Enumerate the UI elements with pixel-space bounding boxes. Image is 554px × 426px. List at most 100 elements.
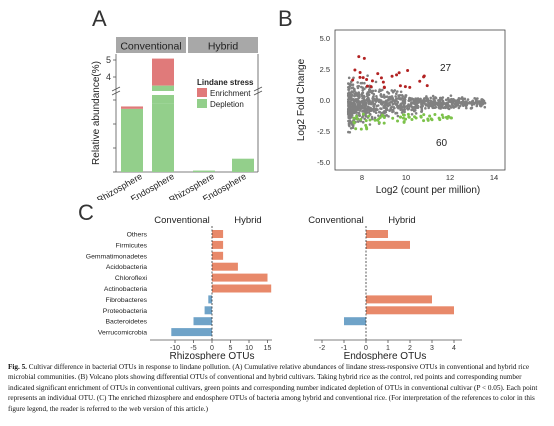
volcano-point <box>478 100 481 103</box>
volcano-point <box>454 105 457 108</box>
volcano-point <box>450 102 454 105</box>
volcano-point-down <box>406 112 410 116</box>
volcano-point <box>470 106 474 109</box>
panel-c-chart: Conventional Hybrid Conventional Hybrid … <box>86 215 462 360</box>
volcano-point <box>446 96 450 100</box>
volcano-point-down <box>354 127 358 131</box>
volcano-point <box>363 95 366 99</box>
volcano-point <box>362 104 366 107</box>
xtick: 12 <box>446 173 454 182</box>
volcano-point <box>388 109 391 112</box>
volcano-point <box>351 91 354 94</box>
header-hybrid-bg <box>188 37 258 53</box>
volcano-point <box>405 104 409 108</box>
volcano-point <box>481 102 485 105</box>
x-tick-label: 0 <box>364 345 368 352</box>
volcano-point <box>374 111 378 115</box>
otu-bar <box>212 230 224 238</box>
volcano-point <box>357 84 361 88</box>
x-tick-label: -1 <box>341 345 347 352</box>
volcano-point-down <box>413 115 417 119</box>
volcano-point <box>393 89 397 92</box>
otu-bar <box>366 306 454 315</box>
volcano-point <box>427 99 430 102</box>
volcano-point <box>445 102 448 105</box>
otu-bar <box>212 284 272 293</box>
volcano-point <box>377 90 381 93</box>
panel-b-letter: B <box>278 6 293 31</box>
volcano-point <box>464 100 468 104</box>
volcano-point-down <box>359 117 363 121</box>
volcano-point <box>433 101 436 105</box>
volcano-point <box>351 124 355 128</box>
volcano-point <box>350 101 354 105</box>
volcano-point-up <box>369 85 373 89</box>
y-ticks-lower <box>113 99 116 173</box>
volcano-point-down <box>433 112 437 116</box>
volcano-point <box>415 103 418 107</box>
volcano-point-down <box>359 127 363 131</box>
volcano-point <box>416 106 420 110</box>
taxon-label: Proteobacteria <box>103 308 147 315</box>
volcano-point <box>348 91 352 95</box>
volcano-point <box>356 103 360 107</box>
volcano-point <box>378 88 382 91</box>
volcano-point-down <box>402 120 406 124</box>
volcano-point <box>423 97 427 100</box>
volcano-point-up <box>406 68 410 72</box>
volcano-point <box>397 94 400 98</box>
volcano-point <box>465 106 468 110</box>
endo-header-hybrid: Hybrid <box>388 215 415 226</box>
volcano-point <box>348 113 352 116</box>
volcano-point <box>346 98 350 101</box>
volcano-point <box>479 104 482 108</box>
panel-a-letter: A <box>92 6 107 31</box>
volcano-point <box>390 97 394 101</box>
volcano-point <box>390 89 394 92</box>
volcano-point-up <box>425 84 429 88</box>
volcano-point <box>424 103 428 106</box>
volcano-point <box>353 92 356 96</box>
volcano-point <box>356 94 359 98</box>
volcano-point-up <box>370 79 374 83</box>
volcano-point <box>347 119 350 123</box>
taxon-label: Fibrobacteres <box>105 297 147 304</box>
legend-label-enrichment: Enrichment <box>210 89 251 98</box>
header-conventional: Conventional <box>120 41 181 53</box>
volcano-point <box>346 111 350 114</box>
volcano-point <box>400 102 403 105</box>
volcano-point <box>452 99 456 103</box>
volcano-point <box>474 97 478 101</box>
volcano-point <box>367 88 371 92</box>
volcano-point <box>420 101 423 105</box>
volcano-point <box>385 101 388 104</box>
volcano-point <box>394 103 398 106</box>
volcano-point <box>376 104 380 107</box>
volcano-point-up <box>358 71 362 75</box>
legend-label-depletion: Depletion <box>210 100 244 109</box>
volcano-point-down <box>365 127 369 131</box>
volcano-point <box>363 98 366 102</box>
volcano-point <box>371 95 375 99</box>
ytick: -5.0 <box>317 158 330 167</box>
volcano-point <box>423 100 427 103</box>
volcano-point-up <box>418 79 422 83</box>
xtick: 10 <box>402 173 410 182</box>
x-tick-label: -2 <box>319 345 325 352</box>
x-tick-label: 4 <box>452 345 456 352</box>
rhizo-header-hybrid: Hybrid <box>234 215 261 226</box>
volcano-point <box>347 76 351 80</box>
volcano-point-down <box>428 114 432 118</box>
volcano-point <box>366 100 370 103</box>
otu-bar <box>212 262 238 271</box>
volcano-point-down <box>441 115 445 119</box>
volcano-point-down <box>426 118 430 122</box>
volcano-point <box>383 109 386 113</box>
depletion-bar <box>152 103 174 172</box>
volcano-point <box>447 99 451 102</box>
volcano-point <box>391 110 394 114</box>
volcano-point <box>368 112 372 116</box>
volcano-point-down <box>352 116 356 120</box>
volcano-point-down <box>410 118 414 122</box>
volcano-point <box>363 81 366 85</box>
